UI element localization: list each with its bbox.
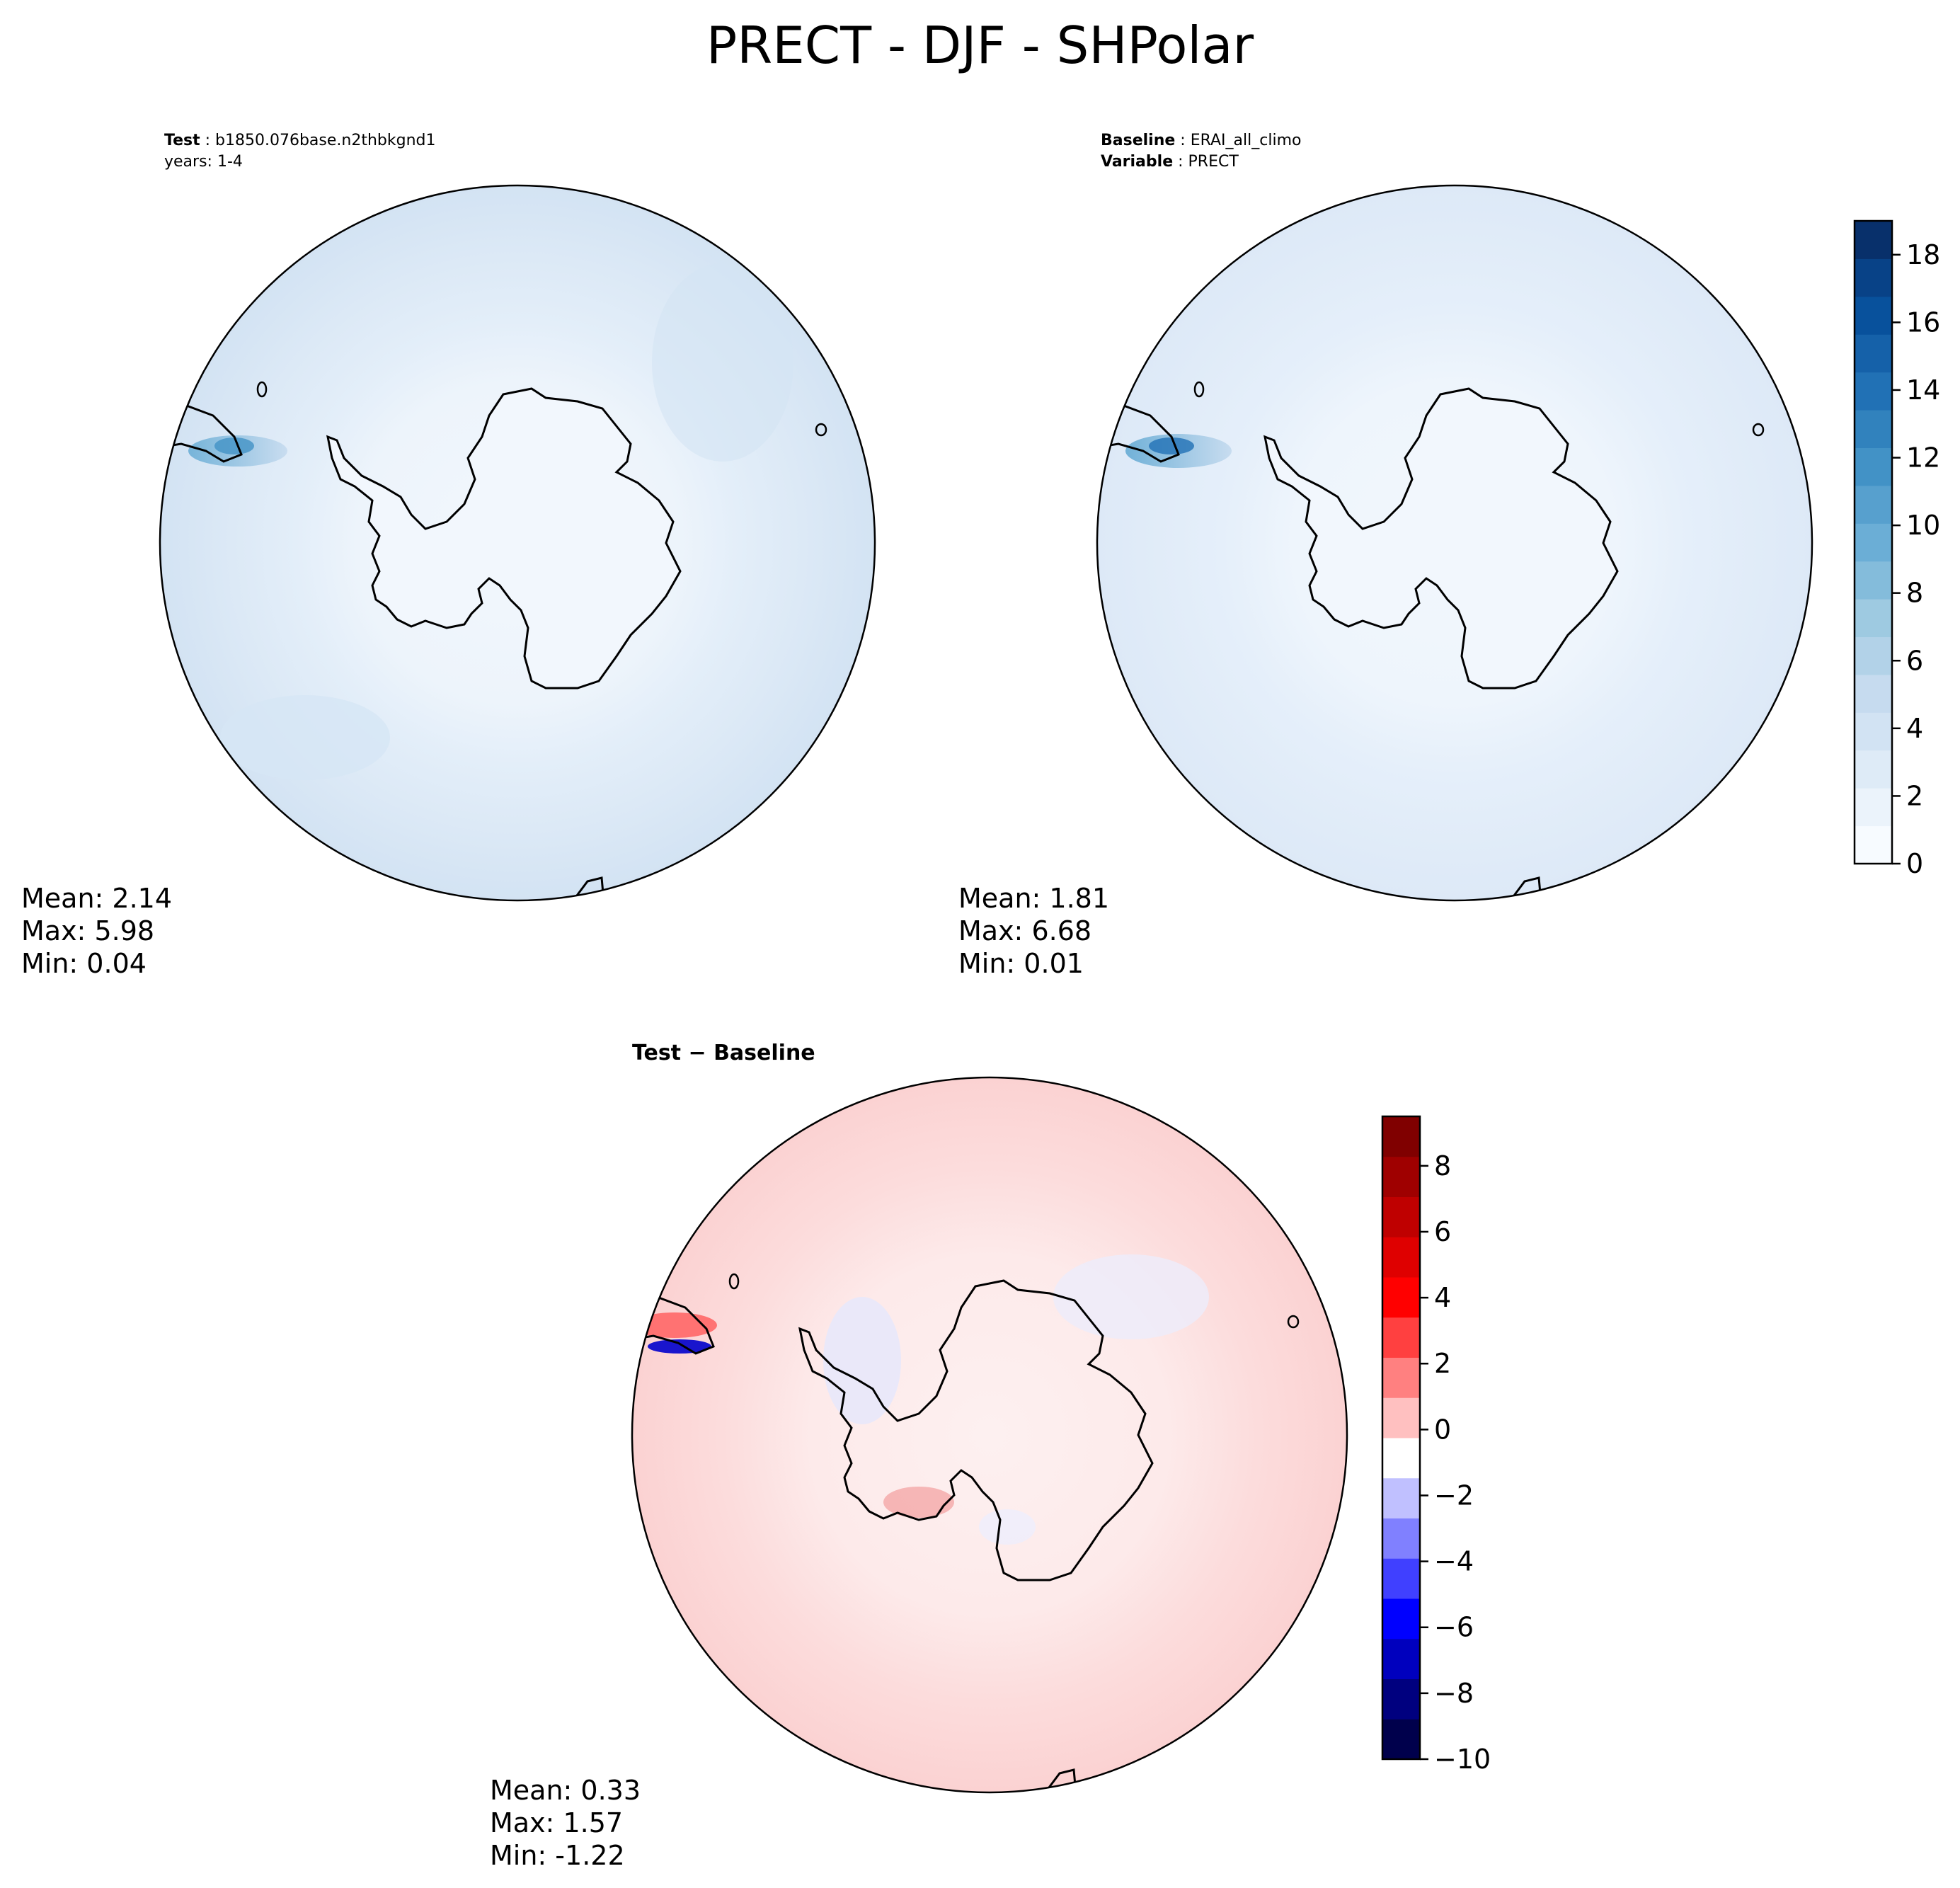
- colorbar-diff-band: [1382, 1558, 1420, 1599]
- baseline-stat-mean: Mean: 1.81: [958, 883, 1110, 914]
- baseline-map: [1096, 184, 1813, 902]
- baseline-header-key: Baseline: [1101, 132, 1176, 149]
- test-header-years: years: 1-4: [164, 153, 243, 171]
- colorbar-diff-band: [1382, 1638, 1420, 1679]
- test-stats: Mean: 2.14 Max: 5.98 Min: 0.04: [21, 882, 172, 980]
- colorbar-precip-tick-label: 12: [1906, 442, 1940, 474]
- colorbar-precip-tick-label: 6: [1906, 645, 1923, 676]
- test-stat-min: Min: 0.04: [21, 948, 147, 979]
- colorbar-precip-band: [1855, 712, 1892, 751]
- test-header-value: b1850.076base.n2thbkgnd1: [215, 132, 436, 149]
- colorbar-precip-band: [1855, 296, 1892, 335]
- colorbar-diff-tick-label: −6: [1434, 1612, 1474, 1643]
- diff-map: [631, 1076, 1348, 1794]
- test-map-boundary: [159, 184, 876, 902]
- test-map: [159, 184, 876, 902]
- colorbar-diff-tick-label: 2: [1434, 1348, 1451, 1379]
- colorbar-diff-tick-label: −4: [1434, 1546, 1474, 1577]
- colorbar-precip-tick-label: 0: [1906, 848, 1923, 879]
- diff-title-test: Test: [632, 1041, 682, 1065]
- diff-stat-mean: Mean: 0.33: [490, 1775, 641, 1806]
- colorbar-precip-tick-label: 14: [1906, 374, 1940, 406]
- colorbar-diff-frame: [1381, 1115, 1421, 1761]
- colorbar-diff-band: [1382, 1598, 1420, 1640]
- colorbar-precip-tick-label: 2: [1906, 780, 1923, 811]
- colorbar-precip: 0 2 4 6 8 10 12 14 16 18: [1853, 219, 1940, 879]
- variable-header-key: Variable: [1101, 153, 1174, 171]
- baseline-stats: Mean: 1.81 Max: 6.68 Min: 0.01: [958, 882, 1109, 980]
- colorbar-precip-tick-label: 16: [1906, 307, 1940, 338]
- colorbar-diff-band: [1382, 1678, 1420, 1720]
- colorbar-diff-band: [1382, 1518, 1420, 1559]
- diff-stat-max: Max: 1.57: [490, 1807, 624, 1838]
- colorbar-diff-band: [1382, 1438, 1420, 1479]
- colorbar-precip-band: [1855, 334, 1892, 373]
- colorbar-precip-band: [1855, 636, 1892, 675]
- colorbar-diff-band: [1382, 1719, 1420, 1760]
- colorbar-precip-band: [1855, 485, 1892, 524]
- colorbar-diff-band: [1382, 1196, 1420, 1237]
- baseline-stat-max: Max: 6.68: [958, 915, 1092, 946]
- colorbar-precip-band: [1855, 599, 1892, 638]
- colorbar-precip-band: [1855, 674, 1892, 713]
- colorbar-precip-band: [1855, 561, 1892, 600]
- colorbar-precip-band: [1855, 372, 1892, 411]
- test-header-key: Test: [164, 132, 200, 149]
- colorbar-diff-band: [1382, 1237, 1420, 1278]
- baseline-map-boundary: [1096, 184, 1813, 902]
- colorbar-precip-band: [1855, 825, 1892, 864]
- colorbar-precip-tick-label: 18: [1906, 239, 1940, 270]
- colorbar-precip-tick-label: 10: [1906, 510, 1940, 541]
- diff-title: Test − Baseline: [632, 1041, 815, 1065]
- test-header: Test : b1850.076base.n2thbkgnd1 years: 1…: [164, 130, 436, 173]
- diff-title-sep: −: [681, 1041, 714, 1065]
- colorbar-diff: 8 6 4 2 0 −2 −4 −6 −8 −10: [1381, 1115, 1491, 1775]
- colorbar-precip-tick-label: 8: [1906, 578, 1923, 609]
- baseline-stat-min: Min: 0.01: [958, 948, 1084, 979]
- test-stat-max: Max: 5.98: [21, 915, 155, 946]
- colorbar-precip-band: [1855, 258, 1892, 297]
- colorbar-diff-tick-label: 6: [1434, 1216, 1451, 1247]
- colorbar-precip-band: [1855, 410, 1892, 448]
- variable-header-value: PRECT: [1188, 153, 1239, 171]
- colorbar-diff-tick-label: −10: [1434, 1744, 1491, 1775]
- colorbar-diff-tick-label: −2: [1434, 1480, 1474, 1511]
- colorbar-diff-tick-label: 0: [1434, 1414, 1451, 1445]
- colorbar-precip-band: [1855, 750, 1892, 789]
- colorbar-diff-tick-label: 4: [1434, 1282, 1451, 1313]
- colorbar-diff-band: [1382, 1156, 1420, 1197]
- diff-title-baseline: Baseline: [713, 1041, 815, 1065]
- colorbar-diff-tick-label: 8: [1434, 1150, 1451, 1182]
- colorbar-diff-band: [1382, 1397, 1420, 1438]
- baseline-header-value: ERAI_all_climo: [1190, 132, 1302, 149]
- colorbar-precip-band: [1855, 447, 1892, 486]
- colorbar-precip-frame: [1853, 219, 1893, 865]
- colorbar-diff-band: [1382, 1317, 1420, 1358]
- diff-stat-min: Min: -1.22: [490, 1840, 625, 1871]
- colorbar-diff-band: [1382, 1357, 1420, 1398]
- colorbar-diff-band: [1382, 1116, 1420, 1157]
- colorbar-diff-band: [1382, 1477, 1420, 1518]
- baseline-header: Baseline : ERAI_all_climo Variable : PRE…: [1101, 132, 1302, 171]
- colorbar-precip-band: [1855, 523, 1892, 562]
- diff-map-boundary: [631, 1076, 1348, 1794]
- figure-title: PRECT - DJF - SHPolar: [706, 16, 1254, 75]
- diff-stats: Mean: 0.33 Max: 1.57 Min: -1.22: [490, 1774, 641, 1872]
- colorbar-precip-band: [1855, 221, 1892, 259]
- test-stat-mean: Mean: 2.14: [21, 883, 173, 914]
- colorbar-precip-tick-label: 4: [1906, 713, 1923, 744]
- colorbar-precip-band: [1855, 788, 1892, 827]
- colorbar-diff-tick-label: −8: [1434, 1678, 1474, 1709]
- colorbar-diff-band: [1382, 1277, 1420, 1318]
